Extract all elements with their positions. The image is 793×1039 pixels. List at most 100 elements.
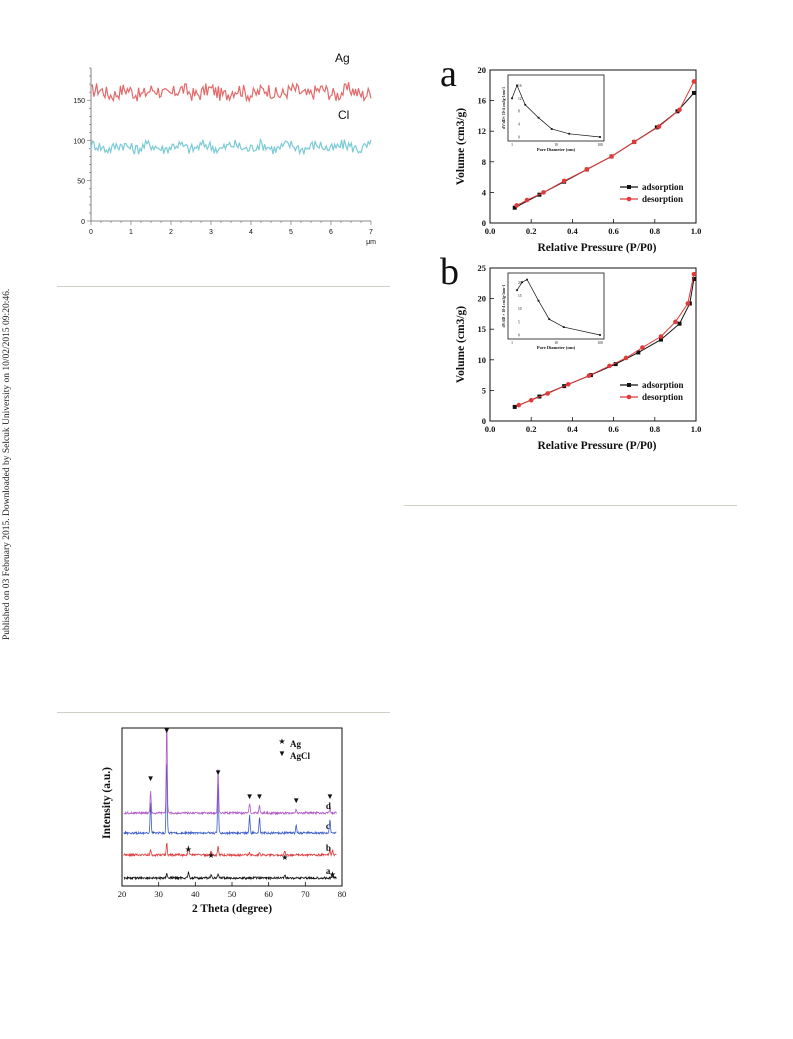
xrd-series-label-a: a	[326, 866, 331, 876]
inset-frame	[507, 74, 605, 142]
desorption-point	[586, 373, 592, 379]
x-tick-label: 40	[191, 889, 200, 899]
legend-label: desorption	[642, 194, 683, 204]
eds-linescan-chart: 0 50 100 150 0 1 2 3 4 5 6 7 μm Ag Cl	[73, 51, 376, 246]
x-tick-label: 30	[154, 889, 163, 899]
xrd-series-label-c: c	[326, 821, 330, 831]
desorption-point	[516, 402, 522, 408]
adsorption-point	[691, 277, 696, 282]
legend-marker	[627, 383, 631, 387]
desorption-point	[584, 167, 590, 172]
inset-point	[599, 136, 601, 138]
section-divider	[57, 286, 390, 287]
y-tick-label: 25	[478, 263, 487, 273]
agcl-marker: ▼	[147, 774, 155, 783]
inset-x-tick-label: 10	[554, 143, 558, 147]
desorption-point	[524, 197, 530, 203]
inset-y-label: dV/dD× 10-4 cm3g-1nm-1	[502, 87, 506, 129]
x-tick-label: 2	[169, 229, 173, 236]
desorption-point	[607, 363, 612, 369]
series-line-desorption	[516, 81, 695, 206]
y-tick-label: 100	[73, 138, 85, 145]
y-axis-label: Volume (cm3/g)	[455, 306, 467, 383]
y-axis-label: Volume (cm3/g)	[455, 108, 467, 185]
adsorption-point	[658, 337, 663, 342]
agcl-marker: ▼	[163, 726, 171, 735]
inset-point	[526, 278, 528, 281]
series-label-cl: Cl	[338, 108, 349, 122]
y-tick-label: 10	[478, 355, 487, 365]
x-tick-label: 50	[228, 889, 237, 899]
series-line-desorption	[518, 273, 695, 406]
inset-x-label: Pore Diameter (nm)	[537, 345, 576, 350]
inset-point	[548, 318, 551, 321]
xrd-series-b	[123, 842, 337, 858]
legend-label: Ag	[290, 739, 301, 749]
inset-y-tick-label: 5	[518, 320, 520, 324]
inset-y-tick-label: 8	[518, 110, 520, 114]
inset-y-tick-label: 15	[518, 294, 522, 298]
legend-marker	[626, 394, 632, 400]
x-tick-label: 0.6	[608, 424, 619, 434]
legend-label: adsorption	[642, 380, 684, 390]
inset-y-tick-label: 0	[518, 334, 520, 338]
desorption-point	[658, 334, 664, 339]
inset-y-tick-label: 0	[518, 136, 520, 140]
desorption-point	[656, 124, 662, 129]
y-tick-label: 0	[482, 416, 486, 426]
x-tick-label: 60	[264, 889, 273, 899]
y-tick-label: 16	[478, 96, 487, 106]
x-tick-label: 4	[249, 229, 253, 236]
desorption-point	[691, 79, 697, 84]
inset-point	[516, 84, 518, 87]
desorption-point	[691, 271, 697, 277]
adsorption-point	[613, 362, 618, 367]
x-tick-label: 0.0	[485, 424, 496, 434]
x-tick-label: 3	[209, 229, 213, 236]
x-tick-label: 5	[289, 229, 293, 236]
y-tick-label: 12	[478, 126, 487, 136]
x-tick-label: 1.0	[691, 226, 702, 236]
desorption-point	[545, 391, 550, 396]
y-tick-label: 8	[482, 157, 486, 167]
inset-point	[599, 334, 601, 336]
adsorption-point	[677, 321, 682, 326]
desorption-point	[685, 301, 691, 306]
inset-x-tick-label: 100	[597, 341, 603, 345]
desorption-point	[631, 139, 637, 145]
inset-y-label: dV/dD × 10-4 cm3g-1nm-1	[502, 284, 506, 327]
ag-marker: ★	[281, 853, 288, 862]
adsorption-point	[636, 350, 641, 355]
inset-frame	[507, 272, 605, 340]
inset-point	[562, 326, 565, 328]
inset-x-tick-label: 1	[511, 143, 513, 147]
desorption-point	[528, 397, 534, 403]
agcl-marker: ▼	[326, 792, 334, 801]
inset-point	[537, 116, 540, 119]
desorption-point	[673, 319, 678, 325]
inset-point	[568, 132, 571, 135]
xrd-series-a	[123, 871, 337, 881]
y-tick-label: 5	[482, 385, 486, 395]
series-line-ag	[90, 82, 372, 104]
desorption-point	[623, 355, 629, 361]
desorption-point	[561, 178, 567, 184]
agcl-marker: ▼	[256, 792, 264, 801]
legend-symbol: ★	[278, 737, 285, 746]
inset-point	[521, 281, 524, 284]
x-tick-label: 80	[338, 889, 347, 899]
inset-point	[524, 103, 527, 106]
inset-x-tick-label: 1	[511, 341, 513, 345]
x-axis-label: Relative Pressure (P/P0)	[537, 440, 656, 452]
desorption-point	[640, 345, 645, 350]
inset-point	[550, 128, 553, 130]
inset-y-tick-label: 12	[518, 97, 522, 101]
series-label-ag: Ag	[335, 51, 350, 65]
x-tick-label: 70	[301, 889, 310, 899]
y-tick-label: 15	[478, 324, 487, 334]
ag-marker: ★	[329, 870, 336, 879]
legend-label: adsorption	[642, 182, 684, 192]
ag-marker: ★	[208, 851, 215, 860]
y-tick-label: 50	[77, 179, 85, 186]
x-tick-label: 0.8	[649, 424, 660, 434]
